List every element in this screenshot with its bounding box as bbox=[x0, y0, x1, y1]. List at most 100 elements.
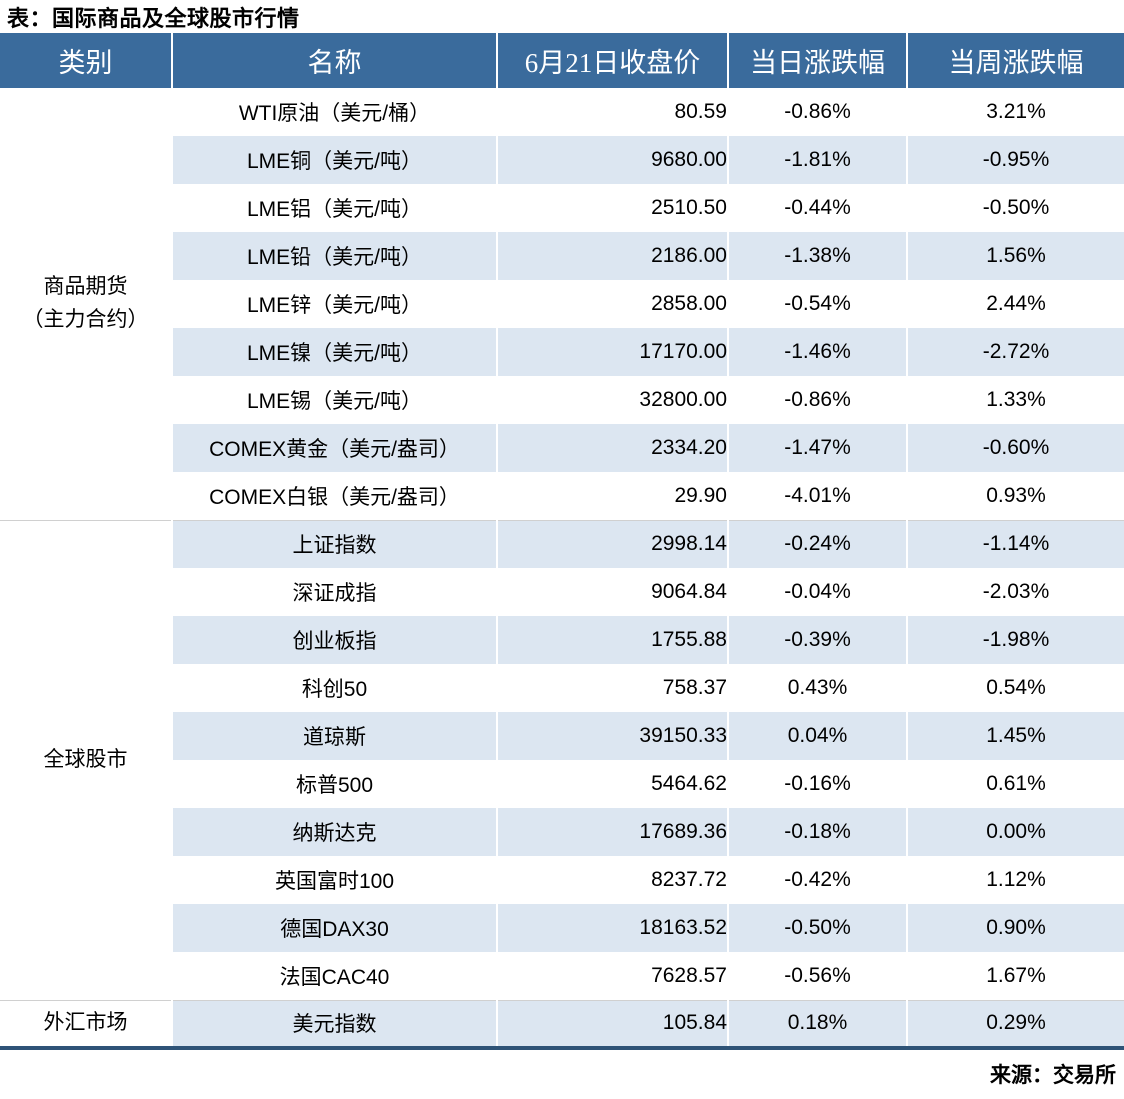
col-header-week-change: 当周涨跌幅 bbox=[906, 33, 1124, 88]
row-close: 7628.57 bbox=[496, 952, 728, 1000]
table-row: 创业板指 1755.88 -0.39% -1.98% bbox=[0, 616, 1124, 664]
row-close: 32800.00 bbox=[496, 376, 728, 424]
row-close: 9064.84 bbox=[496, 568, 728, 616]
row-week-change: -1.98% bbox=[906, 616, 1124, 664]
table-row: LME铅（美元/吨） 2186.00 -1.38% 1.56% bbox=[0, 232, 1124, 280]
row-name: LME铅（美元/吨） bbox=[171, 232, 497, 280]
row-close: 17689.36 bbox=[496, 808, 728, 856]
row-close: 758.37 bbox=[496, 664, 728, 712]
row-name: LME锡（美元/吨） bbox=[171, 376, 497, 424]
row-name: 深证成指 bbox=[171, 568, 497, 616]
category-line: 全球股市 bbox=[43, 747, 128, 771]
row-name: WTI原油（美元/桶） bbox=[171, 88, 497, 136]
row-week-change: 1.33% bbox=[906, 376, 1124, 424]
row-week-change: 0.29% bbox=[906, 999, 1124, 1048]
row-week-change: -0.60% bbox=[906, 424, 1124, 472]
row-week-change: 3.21% bbox=[906, 88, 1124, 136]
row-day-change: -1.81% bbox=[727, 136, 907, 184]
category-line: 外汇市场 bbox=[43, 1010, 128, 1034]
row-name: COMEX黄金（美元/盎司） bbox=[171, 424, 497, 472]
row-close: 9680.00 bbox=[496, 136, 728, 184]
table-row: 道琼斯 39150.33 0.04% 1.45% bbox=[0, 712, 1124, 760]
table-row: 德国DAX30 18163.52 -0.50% 0.90% bbox=[0, 904, 1124, 952]
page-title: 表：国际商品及全球股市行情 bbox=[7, 6, 300, 31]
row-close: 80.59 bbox=[496, 88, 728, 136]
row-week-change: 0.93% bbox=[906, 472, 1124, 520]
row-name: 法国CAC40 bbox=[171, 952, 497, 1000]
category-commodity-futures: 商品期货 （主力合约） bbox=[0, 88, 172, 520]
row-week-change: 0.61% bbox=[906, 760, 1124, 808]
row-week-change: -0.95% bbox=[906, 136, 1124, 184]
table-row: LME镍（美元/吨） 17170.00 -1.46% -2.72% bbox=[0, 328, 1124, 376]
row-name: COMEX白银（美元/盎司） bbox=[171, 472, 497, 520]
row-week-change: 1.12% bbox=[906, 856, 1124, 904]
row-week-change: 0.00% bbox=[906, 808, 1124, 856]
row-close: 8237.72 bbox=[496, 856, 728, 904]
row-week-change: 1.45% bbox=[906, 712, 1124, 760]
table-row: LME锌（美元/吨） 2858.00 -0.54% 2.44% bbox=[0, 280, 1124, 328]
row-week-change: 2.44% bbox=[906, 280, 1124, 328]
row-week-change: 0.54% bbox=[906, 664, 1124, 712]
row-day-change: -4.01% bbox=[727, 472, 907, 520]
row-close: 18163.52 bbox=[496, 904, 728, 952]
row-name: 英国富时100 bbox=[171, 856, 497, 904]
row-day-change: -0.86% bbox=[727, 88, 907, 136]
row-day-change: -0.04% bbox=[727, 568, 907, 616]
category-fx-market: 外汇市场 bbox=[0, 999, 172, 1048]
source-note: 来源：交易所 bbox=[990, 1064, 1116, 1087]
table-row: COMEX黄金（美元/盎司） 2334.20 -1.47% -0.60% bbox=[0, 424, 1124, 472]
row-name: LME锌（美元/吨） bbox=[171, 280, 497, 328]
table-row: LME锡（美元/吨） 32800.00 -0.86% 1.33% bbox=[0, 376, 1124, 424]
col-header-day-change: 当日涨跌幅 bbox=[727, 33, 907, 88]
row-day-change: -1.38% bbox=[727, 232, 907, 280]
table-row: 标普500 5464.62 -0.16% 0.61% bbox=[0, 760, 1124, 808]
row-day-change: -0.39% bbox=[727, 616, 907, 664]
row-week-change: 0.90% bbox=[906, 904, 1124, 952]
row-close: 1755.88 bbox=[496, 616, 728, 664]
row-day-change: 0.04% bbox=[727, 712, 907, 760]
row-week-change: 1.56% bbox=[906, 232, 1124, 280]
row-day-change: -0.86% bbox=[727, 376, 907, 424]
row-name: 创业板指 bbox=[171, 616, 497, 664]
col-header-name: 名称 bbox=[171, 33, 497, 88]
row-day-change: -0.44% bbox=[727, 184, 907, 232]
table-row: 全球股市 上证指数 2998.14 -0.24% -1.14% bbox=[0, 519, 1124, 1000]
row-name: LME镍（美元/吨） bbox=[171, 328, 497, 376]
row-close: 2510.50 bbox=[496, 184, 728, 232]
table-row: 科创50 758.37 0.43% 0.54% bbox=[0, 664, 1124, 712]
row-close: 2334.20 bbox=[496, 424, 728, 472]
table-row: 纳斯达克 17689.36 -0.18% 0.00% bbox=[0, 808, 1124, 856]
row-close: 2186.00 bbox=[496, 232, 728, 280]
table-row: 法国CAC40 7628.57 -0.56% 1.67% bbox=[0, 952, 1124, 1000]
row-week-change: 1.67% bbox=[906, 952, 1124, 1000]
row-day-change: -0.50% bbox=[727, 904, 907, 952]
row-week-change: -0.50% bbox=[906, 184, 1124, 232]
row-name: 德国DAX30 bbox=[171, 904, 497, 952]
market-table: 类别 名称 6月21日收盘价 当日涨跌幅 当周涨跌幅 商品期货 （主力合约） W… bbox=[0, 33, 1124, 1050]
col-header-category: 类别 bbox=[0, 33, 172, 88]
row-day-change: -0.24% bbox=[727, 519, 907, 568]
row-close: 17170.00 bbox=[496, 328, 728, 376]
row-name: 道琼斯 bbox=[171, 712, 497, 760]
row-name: 纳斯达克 bbox=[171, 808, 497, 856]
row-day-change: -0.56% bbox=[727, 952, 907, 1000]
category-line: （主力合约） bbox=[22, 307, 149, 331]
row-week-change: -1.14% bbox=[906, 519, 1124, 568]
row-day-change: 0.18% bbox=[727, 999, 907, 1048]
row-name: 上证指数 bbox=[171, 519, 497, 568]
row-name: LME铝（美元/吨） bbox=[171, 184, 497, 232]
row-name: 美元指数 bbox=[171, 999, 497, 1048]
table-row: 英国富时100 8237.72 -0.42% 1.12% bbox=[0, 856, 1124, 904]
row-day-change: 0.43% bbox=[727, 664, 907, 712]
row-close: 2998.14 bbox=[496, 519, 728, 568]
row-day-change: -1.46% bbox=[727, 328, 907, 376]
header-row: 类别 名称 6月21日收盘价 当日涨跌幅 当周涨跌幅 bbox=[0, 33, 1124, 88]
row-day-change: -0.18% bbox=[727, 808, 907, 856]
row-week-change: -2.72% bbox=[906, 328, 1124, 376]
row-day-change: -0.42% bbox=[727, 856, 907, 904]
row-day-change: -0.54% bbox=[727, 280, 907, 328]
row-close: 105.84 bbox=[496, 999, 728, 1048]
row-day-change: -0.16% bbox=[727, 760, 907, 808]
table-row: COMEX白银（美元/盎司） 29.90 -4.01% 0.93% bbox=[0, 472, 1124, 520]
table-row: LME铜（美元/吨） 9680.00 -1.81% -0.95% bbox=[0, 136, 1124, 184]
